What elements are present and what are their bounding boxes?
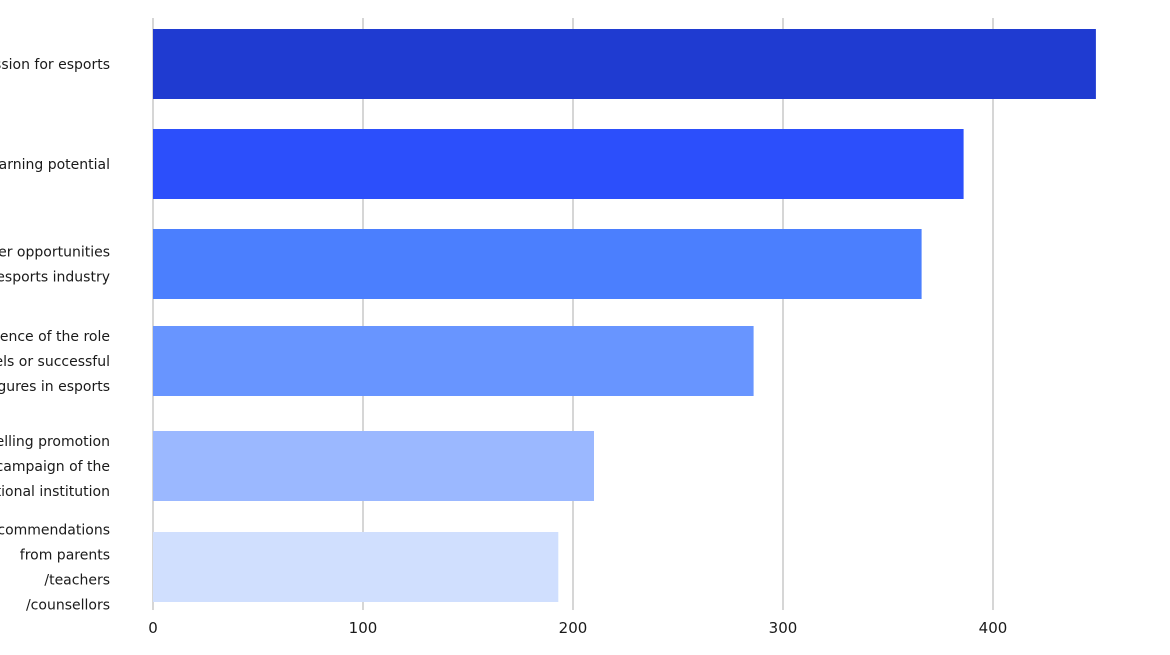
x-axis-ticks: 0 100 200 300 400	[148, 619, 1007, 637]
category-label: Influence of the role models or successfu…	[0, 329, 110, 395]
category-label-line: from parents	[20, 548, 110, 564]
category-label-line: Earning potential	[0, 157, 110, 173]
category-label-line: in the esports industry	[0, 270, 110, 286]
x-tick-label: 400	[979, 619, 1008, 637]
x-tick-label: 200	[559, 619, 588, 637]
category-label: Passion for esports	[0, 57, 110, 73]
bar	[153, 431, 594, 501]
bars	[153, 29, 1096, 602]
bar	[153, 326, 754, 396]
category-label-line: Compelling promotion	[0, 434, 110, 450]
category-label-line: Passion for esports	[0, 57, 110, 73]
category-label-line: Recommendations	[0, 523, 110, 539]
x-tick-label: 0	[148, 619, 158, 637]
x-tick-label: 300	[769, 619, 798, 637]
category-label-line: educational institution	[0, 484, 110, 500]
category-label: Career opportunities in the esports indus…	[0, 245, 110, 286]
category-label-line: /teachers	[44, 573, 110, 589]
category-label-line: Career opportunities	[0, 245, 110, 261]
category-label: Compelling promotion campaign of the educa…	[0, 434, 110, 500]
category-label: Earning potential	[0, 157, 110, 173]
bar	[153, 532, 559, 602]
category-label: Recommendations from parents/teachers/cou…	[0, 523, 110, 614]
category-label-line: models or successful	[0, 354, 110, 370]
category-label-line: figures in esports	[0, 379, 110, 395]
category-label-line: /counsellors	[26, 598, 110, 614]
bar	[153, 229, 922, 299]
category-label-line: Influence of the role	[0, 329, 110, 345]
x-tick-label: 100	[349, 619, 378, 637]
category-label-line: campaign of the	[0, 459, 110, 475]
category-labels: Passion for esports Earning potential Care…	[0, 57, 110, 614]
bar	[153, 129, 964, 199]
gridlines	[152, 18, 994, 610]
bar	[153, 29, 1096, 99]
